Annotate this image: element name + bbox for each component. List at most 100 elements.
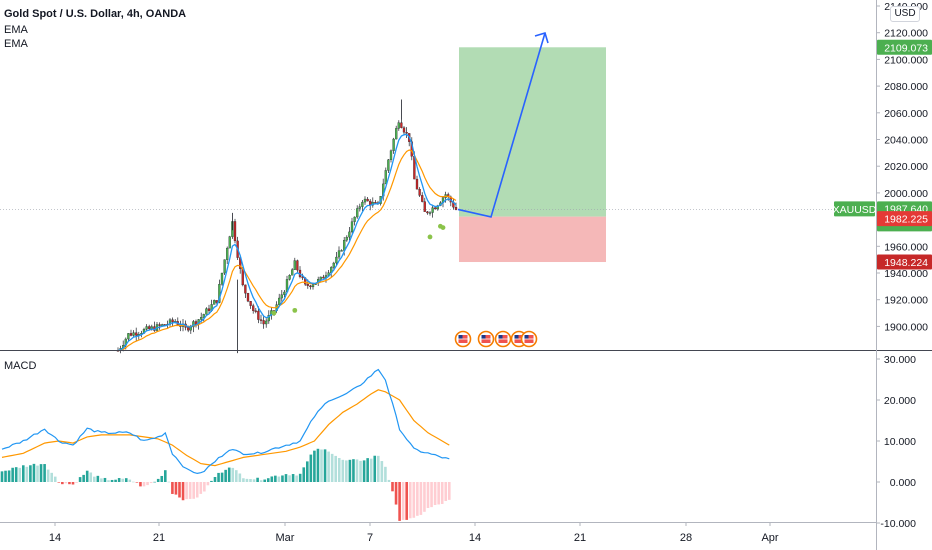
candle-body[interactable] [158, 324, 161, 326]
ema-legend-1[interactable]: EMA [4, 24, 28, 36]
macd-signal-line[interactable] [1, 389, 450, 467]
candle-body[interactable] [423, 201, 426, 212]
candle-body[interactable] [400, 122, 403, 128]
candle-body[interactable] [252, 305, 255, 311]
macd-histogram-bar [139, 482, 142, 487]
macd-histogram-bar [231, 467, 235, 482]
candle-body[interactable] [145, 326, 148, 330]
candle-body[interactable] [402, 127, 406, 133]
target-price-tag[interactable]: 2109.073 [884, 42, 928, 54]
candle-body[interactable] [337, 250, 341, 258]
candle-body[interactable] [356, 208, 359, 218]
stop-zone[interactable] [459, 216, 606, 263]
candle-body[interactable] [129, 333, 133, 336]
candle-body[interactable] [283, 291, 286, 295]
candle-body[interactable] [345, 236, 348, 241]
candle-body[interactable] [132, 332, 135, 336]
candle-body[interactable] [233, 221, 237, 242]
price-axis-label: 2040.000 [884, 135, 928, 147]
candle-body[interactable] [309, 285, 312, 288]
candle-body[interactable] [249, 300, 252, 306]
candle-body[interactable] [418, 189, 421, 196]
candle-body[interactable] [205, 308, 208, 315]
candle-body[interactable] [220, 272, 224, 285]
candle-body[interactable] [254, 310, 257, 312]
stop-price-tag-bg[interactable] [877, 254, 932, 270]
symbol-badge-bg[interactable] [834, 201, 875, 217]
candle-body[interactable] [127, 333, 130, 340]
candle-body[interactable] [223, 259, 226, 274]
candle-body[interactable] [387, 159, 390, 171]
candle-body[interactable] [389, 150, 393, 160]
candle-body[interactable] [405, 132, 408, 134]
candle-body[interactable] [213, 300, 216, 305]
candle-body[interactable] [244, 284, 247, 294]
candle-body[interactable] [135, 332, 138, 336]
candle-body[interactable] [421, 195, 424, 202]
macd-histogram-bar [412, 482, 416, 518]
candle-body[interactable] [280, 294, 283, 299]
symbol-badge[interactable]: XAUUSD [833, 204, 877, 216]
candle-body[interactable] [366, 198, 369, 202]
candle-body[interactable] [202, 314, 205, 318]
candle-body[interactable] [348, 231, 351, 238]
target-price-tag-bg[interactable] [877, 39, 932, 55]
target-zone[interactable] [459, 47, 606, 217]
candle-body[interactable] [288, 275, 291, 280]
candle-body[interactable] [335, 256, 338, 264]
candle-body[interactable] [311, 284, 315, 288]
candle-body[interactable] [397, 122, 400, 129]
entry-price-tag-bg[interactable] [877, 211, 932, 227]
candle-body[interactable] [384, 170, 387, 185]
candle-body[interactable] [392, 138, 395, 151]
candle-body[interactable] [428, 212, 432, 214]
candle-body[interactable] [148, 326, 151, 329]
candle-body[interactable] [278, 297, 281, 305]
candle-body[interactable] [192, 321, 195, 328]
projection-path[interactable] [457, 32, 546, 218]
candle-body[interactable] [246, 293, 250, 302]
candle-body[interactable] [306, 283, 309, 286]
candle-body[interactable] [171, 319, 174, 323]
candle-body[interactable] [200, 317, 203, 320]
candle-body[interactable] [322, 276, 325, 279]
candle-body[interactable] [262, 320, 265, 325]
entry-price-tag[interactable]: 1982.225 [884, 214, 928, 226]
ema-slow-line[interactable] [117, 149, 457, 352]
macd-line[interactable] [1, 368, 450, 475]
candle-body[interactable] [353, 216, 356, 222]
ema-legend-2[interactable]: EMA [4, 38, 28, 50]
candle-body[interactable] [426, 211, 429, 214]
candle-body[interactable] [454, 207, 458, 210]
candle-body[interactable] [187, 327, 190, 331]
currency-button[interactable]: USD [890, 6, 920, 22]
ema-fast-line[interactable] [117, 133, 457, 352]
candle-body[interactable] [332, 262, 335, 268]
candle-body[interactable] [267, 314, 270, 322]
candle-body[interactable] [265, 320, 268, 325]
candle-body[interactable] [168, 319, 172, 325]
candle-body[interactable] [395, 128, 398, 140]
candle-body[interactable] [207, 308, 211, 311]
stop-price-tag[interactable]: 1948.224 [884, 257, 928, 269]
macd-legend[interactable]: MACD [4, 360, 37, 372]
candle-body[interactable] [431, 207, 434, 213]
candle-body[interactable] [293, 260, 296, 270]
candle-body[interactable] [241, 268, 244, 286]
candle-body[interactable] [291, 269, 294, 276]
candle-body[interactable] [361, 201, 364, 207]
candle-body[interactable] [363, 198, 367, 203]
candle-body[interactable] [259, 319, 263, 321]
candle-body[interactable] [434, 207, 437, 210]
candle-body[interactable] [319, 276, 322, 280]
candle-body[interactable] [228, 236, 231, 249]
candle-body[interactable] [226, 247, 229, 260]
candle-body[interactable] [340, 250, 343, 252]
candle-body[interactable] [350, 221, 354, 233]
candle-body[interactable] [415, 178, 419, 190]
candle-body[interactable] [358, 206, 361, 209]
candle-body[interactable] [257, 310, 260, 320]
macd-histogram-bar [419, 482, 423, 515]
candle-body[interactable] [296, 260, 299, 271]
